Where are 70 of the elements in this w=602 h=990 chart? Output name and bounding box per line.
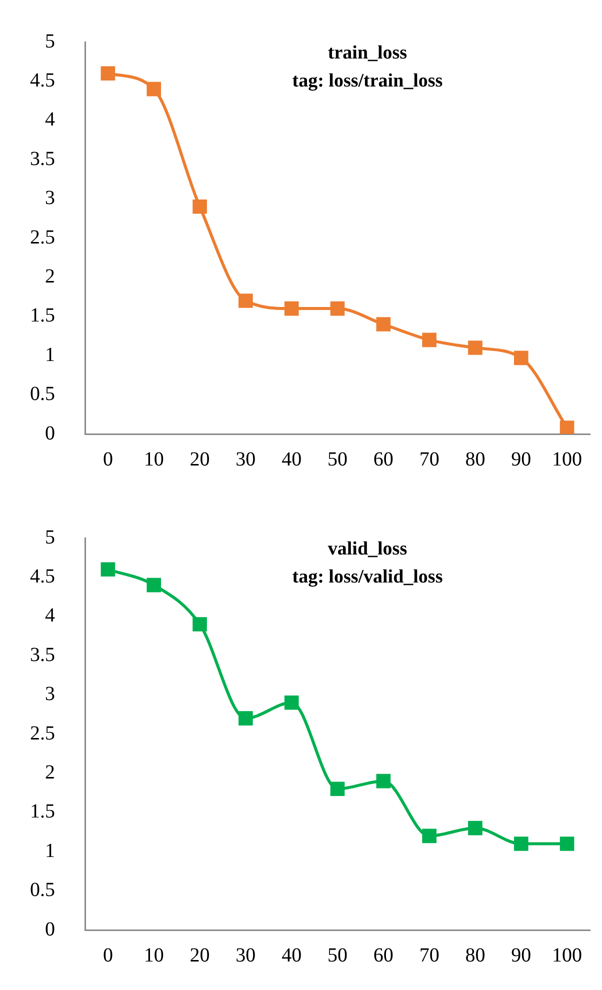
point [560,836,574,851]
x-tick-label: 40 [282,448,302,470]
y-tick-label: 5 [45,30,55,52]
y-tick-label: 3.5 [30,644,55,666]
x-tick-label: 90 [511,448,532,470]
x-tick-label: 0 [102,448,113,470]
y-tick-label: 0 [45,918,55,940]
x-tick-label: 80 [465,448,486,470]
y-tick-label: 5 [45,526,55,548]
x-tick-label: 100 [552,944,582,966]
point [330,782,345,796]
text: tag: loss/valid_loss [292,566,443,588]
x-tick-label: 50 [328,448,348,470]
point [238,294,253,308]
point [560,420,574,434]
x-tick-label: 30 [236,944,256,966]
y-tick-label: 4 [45,108,55,131]
point [238,711,253,726]
point [376,774,391,788]
point [422,828,436,844]
y-tick-label: 1.5 [30,304,55,327]
y-tick-label: 0.5 [30,383,55,406]
x-tick-label: 60 [373,448,394,470]
chart-title: train_loss [328,42,408,64]
x-tick-label: 10 [144,944,164,966]
x-tick-label: 50 [328,944,348,966]
x-tick-label: 60 [373,944,394,966]
y-tick-label: 2.5 [30,722,55,744]
y-tick-label: 2 [45,265,55,288]
x-tick-label: 10 [144,448,164,470]
x-tick-label: 70 [419,944,440,966]
x-tick-label: 40 [282,944,302,966]
point [514,836,528,851]
point [468,820,482,836]
y-tick-label: 1 [45,344,55,366]
point [330,301,345,316]
point [146,82,162,96]
x-tick-label: 80 [465,944,486,966]
point [468,340,482,355]
point [422,332,436,348]
y-tick-label: 4.5 [30,565,55,588]
point [100,562,116,577]
point [192,199,207,214]
y-tick-label: 4.5 [30,69,55,92]
y-tick-label: 2.5 [30,226,55,248]
y-tick-label: 0.5 [30,879,55,902]
chart-title: valid_loss [328,538,408,560]
point [284,301,299,316]
x-tick-label: 90 [511,944,532,966]
point [376,317,391,332]
x-tick-label: 100 [552,448,582,470]
y-tick-label: 4 [45,604,55,627]
x-tick-label: 20 [190,944,210,966]
point [100,66,116,81]
y-tick-label: 0 [45,422,55,444]
point [284,695,299,710]
x-tick-label: 70 [419,448,440,470]
point [192,617,207,632]
y-tick-label: 3 [45,683,55,706]
point [514,350,528,366]
x-tick-label: 20 [190,448,210,470]
y-tick-label: 1 [45,840,55,862]
x-tick-label: 0 [102,944,113,966]
y-tick-label: 3.5 [30,148,55,170]
point [146,578,162,592]
y-tick-label: 3 [45,187,55,210]
y-tick-label: 2 [45,761,55,784]
y-tick-label: 1.5 [30,800,55,823]
text: tag: loss/train_loss [292,70,443,92]
x-tick-label: 30 [236,448,256,470]
